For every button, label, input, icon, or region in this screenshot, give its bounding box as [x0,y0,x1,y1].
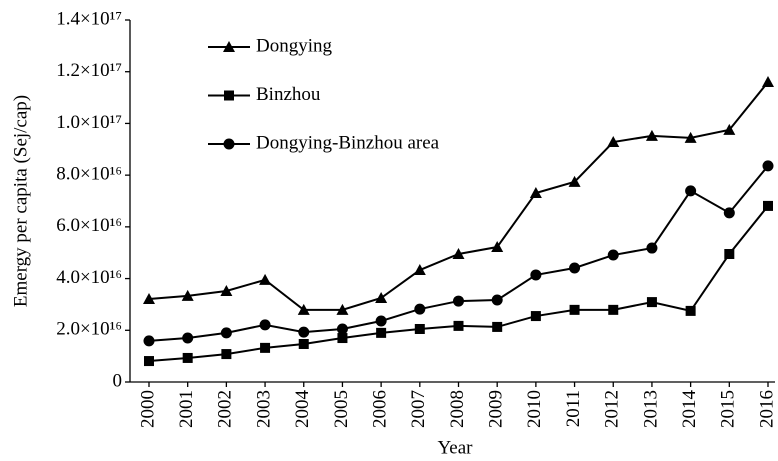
marker [492,321,503,332]
marker [414,323,425,334]
y-tick-label: 1.0×10¹⁷ [56,112,122,133]
marker [143,335,155,347]
y-tick-label: 8.0×10¹⁶ [56,164,122,185]
x-tick-label: 2001 [176,390,197,428]
marker [220,327,232,339]
marker [181,289,194,301]
marker [607,136,620,148]
x-tick-label: 2009 [486,390,507,428]
y-tick-label: 0 [113,370,123,391]
marker [763,200,773,211]
marker [491,294,503,306]
marker [297,303,310,315]
marker [685,305,696,316]
marker [182,352,193,363]
x-tick-label: 2008 [447,390,468,428]
marker [375,291,388,303]
line [148,81,769,311]
marker [723,207,735,219]
legend-marker [223,138,235,150]
x-tick-label: 2010 [524,390,545,428]
x-tick-label: 2004 [292,390,313,429]
y-axis-label: Emergy per capita (Sej/cap) [10,95,31,307]
marker [530,311,541,322]
marker [646,297,657,308]
marker [375,315,387,327]
y-tick-label: 1.4×10¹⁷ [56,8,122,29]
legend-label: Binzhou [256,84,321,105]
x-tick-label: 2007 [408,390,429,428]
marker [607,249,619,261]
x-tick-label: 2000 [137,390,158,428]
marker [337,333,348,344]
marker [376,327,387,338]
marker [144,356,154,367]
marker [336,303,349,315]
marker [685,185,697,197]
marker [568,175,581,187]
y-tick-label: 4.0×10¹⁶ [56,267,122,288]
x-tick-label: 2002 [215,390,236,428]
marker [414,303,426,315]
marker [453,295,464,307]
y-tick-label: 1.2×10¹⁷ [56,60,122,81]
marker [684,131,697,143]
marker [530,269,542,281]
x-tick-label: 2016 [756,390,777,428]
x-tick-label: 2005 [331,390,352,428]
marker [182,332,194,344]
marker [646,242,658,254]
marker [491,241,504,253]
x-tick-label: 2012 [602,390,623,428]
marker [608,304,619,315]
marker [452,248,465,260]
marker [259,319,271,331]
marker [336,323,348,335]
legend-label: Dongying-Binzhou area [256,132,440,153]
marker [569,304,580,315]
legend-marker [223,41,235,52]
x-tick-label: 2003 [253,390,274,428]
x-tick-label: 2011 [563,390,584,427]
y-tick-label: 2.0×10¹⁶ [56,319,122,340]
marker [724,249,735,260]
x-tick-label: 2015 [718,390,739,428]
marker [762,76,774,88]
y-tick-label: 6.0×10¹⁶ [56,215,122,236]
marker [762,160,774,172]
marker [645,129,658,141]
marker [298,338,309,349]
marker [453,320,464,331]
marker [529,186,542,198]
marker [143,292,155,304]
x-tick-label: 2013 [640,390,661,428]
legend-marker [224,90,234,101]
marker [221,349,232,360]
marker [569,262,581,274]
marker [259,273,272,285]
marker [723,123,736,135]
x-tick-label: 2014 [679,390,700,429]
marker [260,342,271,353]
x-axis-label: Year [437,437,473,458]
marker [413,264,426,276]
marker [298,326,310,338]
x-tick-label: 2006 [369,390,390,428]
legend-label: Dongying [256,35,333,56]
marker [220,284,233,296]
line [148,205,769,363]
